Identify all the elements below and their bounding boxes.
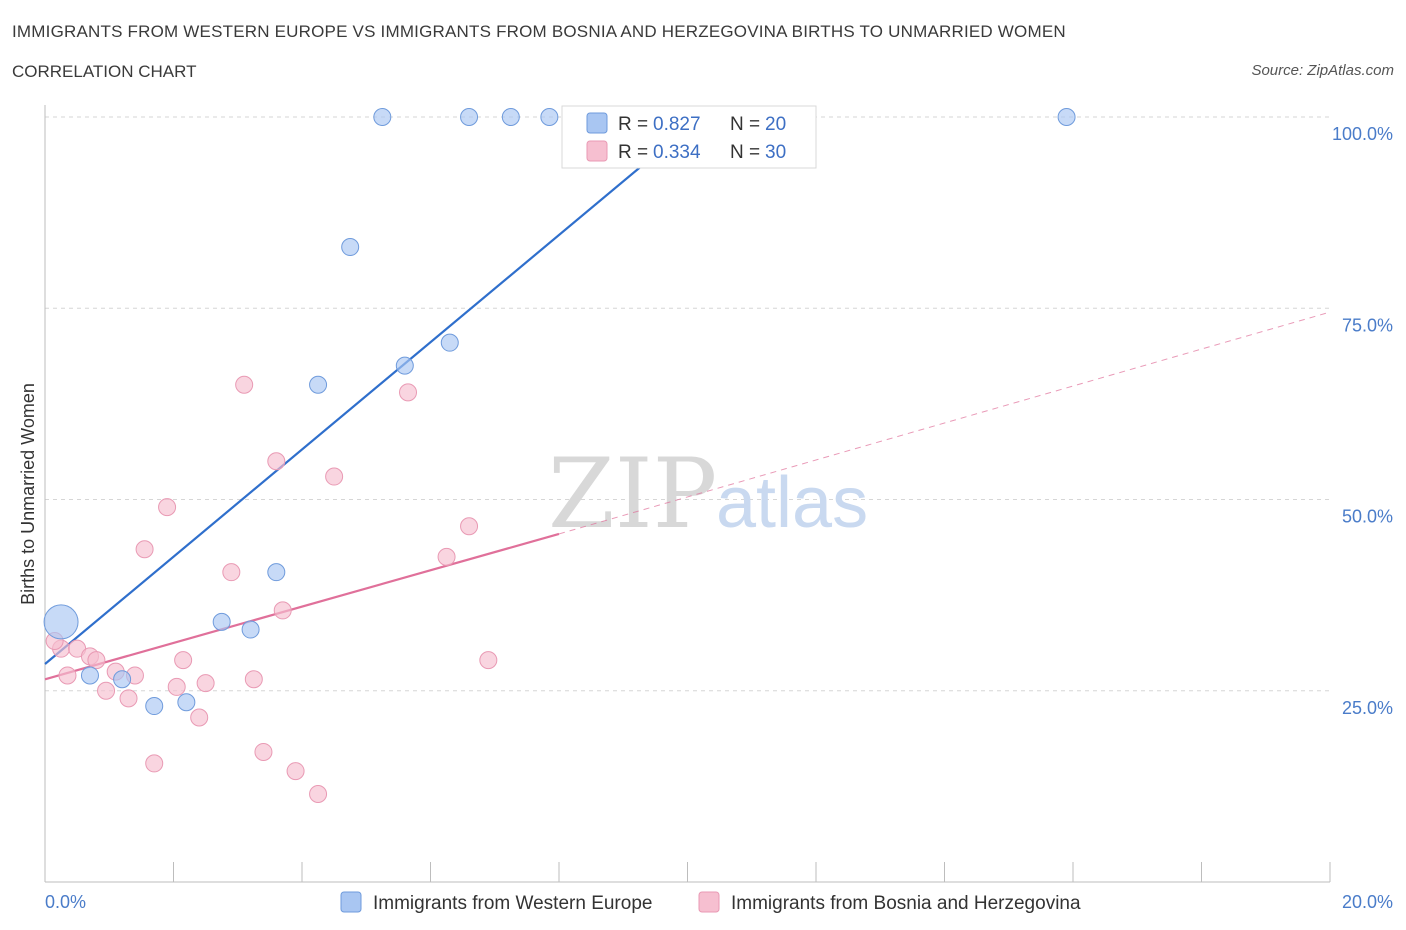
stats-n-value-bosnia: 30	[765, 142, 786, 163]
y-tick-label-75: 75.0%	[1342, 315, 1393, 335]
point-series-1-28	[479, 651, 498, 670]
point-series-1-11	[158, 498, 177, 517]
point-series-1-23	[309, 785, 328, 804]
series-legend: Immigrants from Western Europe Immigrant…	[340, 891, 1081, 914]
point-series-0-2	[113, 670, 132, 689]
trend-lines	[44, 116, 1331, 681]
point-series-0-12	[440, 333, 459, 352]
point-series-0-9	[341, 238, 360, 257]
point-series-0-8	[309, 375, 328, 394]
legend-label-bosnia: Immigrants from Bosnia and Herzegovina	[731, 893, 1081, 914]
data-points	[43, 108, 1076, 804]
stats-swatch-bosnia	[586, 140, 608, 162]
point-series-0-11	[395, 356, 414, 375]
point-series-0-19	[1057, 108, 1076, 126]
y-tick-label-50: 50.0%	[1342, 507, 1393, 527]
point-series-0-15	[540, 108, 559, 126]
point-series-1-16	[222, 563, 241, 582]
point-series-1-19	[254, 742, 273, 761]
point-series-1-22	[286, 762, 305, 781]
legend-label-western-europe: Immigrants from Western Europe	[373, 893, 652, 914]
x-tick-label-min: 0.0%	[45, 892, 86, 912]
x-tick-label-max: 20.0%	[1342, 892, 1393, 912]
point-series-0-6	[241, 620, 260, 639]
point-series-1-21	[273, 601, 292, 620]
chart-subtitle: CORRELATION CHART	[12, 62, 197, 81]
point-series-1-10	[145, 754, 164, 773]
trend-extension-series-1	[558, 311, 1331, 535]
point-series-1-4	[87, 651, 106, 670]
point-series-1-20	[267, 452, 286, 471]
point-series-0-14	[501, 108, 520, 126]
point-series-0-4	[177, 693, 196, 712]
trend-line-series-1	[44, 532, 560, 681]
stats-n-label-bosnia: N =	[730, 142, 760, 163]
point-series-1-18	[244, 670, 263, 689]
point-series-1-17	[235, 375, 254, 394]
point-series-1-27	[460, 517, 479, 536]
trend-line-series-0	[44, 116, 702, 665]
point-series-0-10	[373, 108, 392, 126]
point-series-0-1	[80, 666, 99, 685]
point-series-1-13	[174, 651, 193, 670]
stats-n-value-western-europe: 20	[765, 114, 786, 135]
point-series-1-7	[119, 689, 138, 708]
point-series-1-9	[135, 540, 154, 559]
stats-swatch-western-europe	[586, 112, 608, 134]
legend-swatch-bosnia	[698, 891, 720, 913]
point-series-1-24	[325, 467, 344, 486]
stats-r-label-western-europe: R =	[618, 114, 648, 135]
point-series-1-12	[167, 677, 186, 696]
watermark-atlas: atlas	[716, 463, 868, 543]
point-series-1-14	[190, 708, 209, 727]
x-ticks	[173, 862, 1331, 882]
point-series-0-0	[43, 604, 79, 640]
point-series-0-3	[145, 697, 164, 716]
y-axis-label: Births to Unmarried Women	[18, 383, 38, 605]
legend-swatch-western-europe	[340, 891, 362, 913]
point-series-1-25	[399, 383, 418, 402]
y-tick-label-100: 100.0%	[1332, 124, 1393, 144]
y-tick-labels: 100.0% 75.0% 50.0% 25.0%	[1332, 124, 1393, 718]
stats-r-value-western-europe: 0.827	[653, 114, 701, 135]
point-series-1-26	[437, 547, 456, 566]
y-tick-label-25: 25.0%	[1342, 698, 1393, 718]
gridlines	[45, 116, 1330, 692]
stats-legend: R = 0.827 N = 20 R = 0.334 N = 30	[561, 105, 817, 169]
point-series-1-15	[196, 674, 215, 693]
point-series-0-13	[460, 108, 479, 126]
chart-title: IMMIGRANTS FROM WESTERN EUROPE VS IMMIGR…	[12, 22, 1066, 41]
watermark-zip: ZIP	[548, 438, 717, 550]
point-series-1-1	[58, 666, 77, 685]
stats-r-label-bosnia: R =	[618, 142, 648, 163]
stats-n-label-western-europe: N =	[730, 114, 760, 135]
point-series-0-5	[212, 612, 231, 631]
point-series-0-7	[267, 563, 286, 582]
point-series-1-5	[97, 681, 116, 700]
stats-r-value-bosnia: 0.334	[653, 142, 701, 163]
source-label: Source: ZipAtlas.com	[1251, 62, 1394, 79]
